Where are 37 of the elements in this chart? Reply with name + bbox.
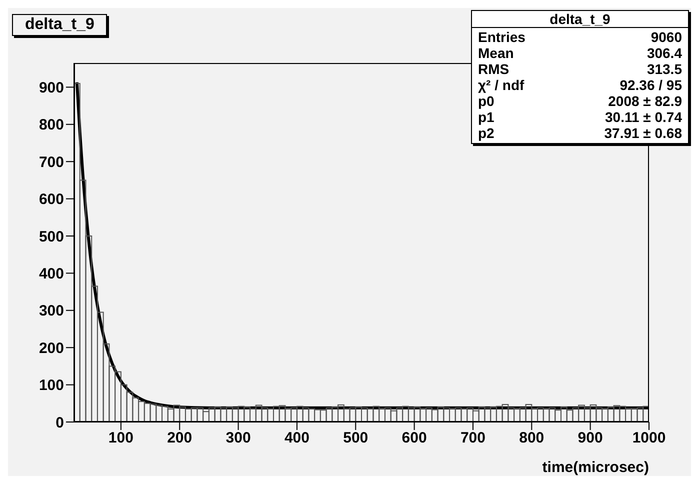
y-tick-label: 100 [38,377,64,394]
text: Mean [478,45,514,61]
annotation: RMS [478,61,510,77]
annotation: 313.5 [646,61,682,77]
y-tick-label: 300 [38,302,64,320]
y-tick-label: 800 [38,116,64,134]
annotation: p1 [478,109,494,125]
chart-title: delta_t_9 [12,14,108,36]
x-tick-label: 900 [578,430,603,447]
x-tick-label: 800 [519,430,544,447]
y-tick-label: 400 [38,266,64,283]
annotation: 30.11 ± 0.74 [605,109,682,125]
x-tick-label: 1000 [632,430,666,447]
x-tick-label: 200 [167,430,192,447]
text: Entries [478,29,526,45]
y-tick-label: 0 [56,414,64,432]
text: 9060 [650,29,682,45]
x-tick-label: 600 [402,430,427,447]
x-tick-label: 500 [343,430,368,447]
y-tick-label: 900 [38,80,64,97]
x-tick-label: 100 [108,430,134,447]
annotation: 37.91 ± 0.68 [604,125,682,141]
annotation: p2 [478,125,494,141]
x-tick-label: 700 [460,430,486,447]
x-tick-label: 400 [284,430,310,447]
y-tick-label: 500 [38,228,64,246]
annotation: 2008 ± 82.9 [608,93,682,109]
annotation: χ² / ndf [478,77,524,93]
y-tick-label: 600 [38,191,64,208]
y-tick-label: 200 [38,340,64,357]
text: delta_t_9 [472,11,688,28]
x-axis-title: time(microsec) [542,459,649,476]
text: 306.4 [646,45,682,61]
annotation: 92.36 / 95 [620,77,682,93]
y-tick-label: 700 [38,154,64,171]
x-tick-label: 300 [226,430,251,447]
annotation: p0 [478,93,494,109]
